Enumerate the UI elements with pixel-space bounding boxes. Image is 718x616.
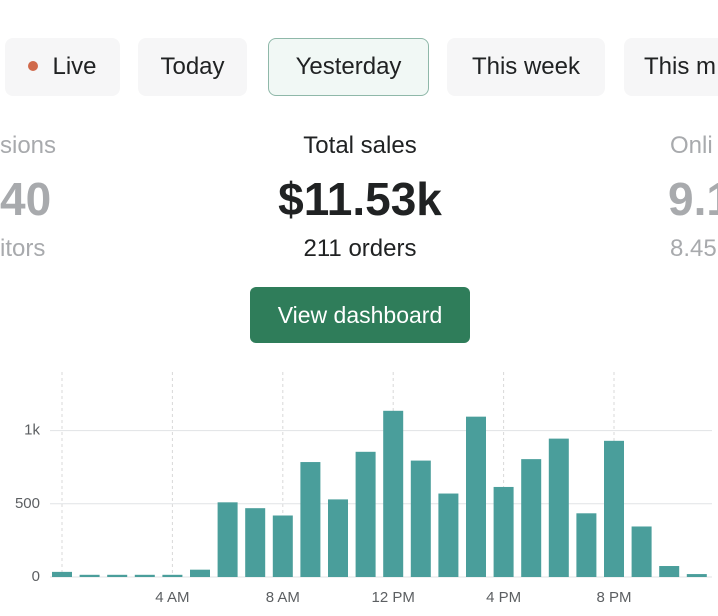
stat-sub: 8.45 (670, 235, 717, 262)
tab-label: Yesterday (295, 53, 402, 80)
bar (576, 513, 597, 577)
view-dashboard-button[interactable]: View dashboard (250, 287, 470, 343)
stat-title: sions (0, 132, 57, 159)
bar (604, 440, 624, 577)
stat-sub: 211 orders (303, 235, 417, 262)
stat-sub: itors (0, 235, 46, 262)
x-tick-label: 4 PM (486, 589, 521, 606)
tab[interactable]: This week (447, 38, 605, 96)
bar (245, 508, 266, 577)
bar (190, 569, 210, 577)
bar (217, 502, 238, 577)
stat-value: 40 (0, 173, 52, 225)
bar (355, 451, 376, 577)
bar (686, 574, 707, 577)
bar (438, 493, 459, 577)
tab-label: Today (160, 53, 225, 80)
x-tick-label: 12 PM (372, 589, 415, 606)
tab-label: This m (644, 53, 716, 80)
tab[interactable]: This m (624, 38, 718, 96)
x-tick-label: 8 AM (266, 589, 300, 606)
x-tick-label: 8 PM (596, 589, 631, 606)
tab-label: Live (52, 53, 97, 80)
bar (631, 526, 652, 577)
bar (134, 574, 155, 577)
stat-value: 9.1 (668, 173, 718, 225)
bar (410, 460, 431, 577)
bar (548, 438, 569, 577)
y-tick-label: 0 (32, 568, 40, 585)
tab-label: This week (471, 53, 581, 80)
bar (466, 416, 486, 577)
tab[interactable]: Yesterday (268, 38, 429, 96)
bar (272, 515, 293, 577)
bar (79, 574, 100, 577)
stat-title: Onli (670, 132, 713, 159)
bar (107, 574, 128, 577)
bar (300, 462, 321, 577)
live-dot (28, 60, 39, 71)
bar (383, 410, 404, 577)
bar (659, 566, 680, 577)
bar (521, 459, 542, 577)
stat-title: Total sales (303, 132, 417, 159)
bar (52, 571, 72, 577)
bar (328, 499, 348, 577)
stat-value: $11.53k (278, 173, 442, 225)
y-tick-label: 1k (24, 422, 40, 439)
bar (162, 574, 183, 577)
x-tick-label: 4 AM (155, 589, 189, 606)
tab[interactable]: Live (5, 38, 120, 96)
bar (493, 486, 514, 577)
tab[interactable]: Today (138, 38, 247, 96)
y-tick-label: 500 (15, 495, 40, 512)
